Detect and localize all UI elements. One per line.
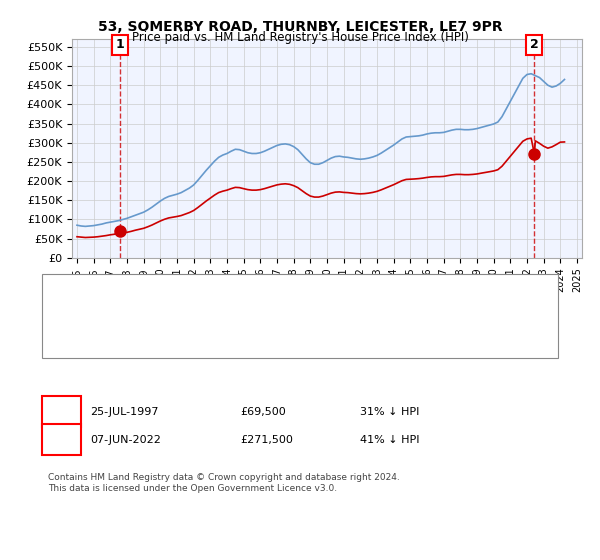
Text: 53, SOMERBY ROAD, THURNBY, LEICESTER, LE7 9PR (detached house): 53, SOMERBY ROAD, THURNBY, LEICESTER, LE… — [90, 289, 455, 299]
Text: 1: 1 — [115, 39, 124, 52]
Text: 25-JUL-1997: 25-JUL-1997 — [90, 407, 158, 417]
Text: 2: 2 — [57, 433, 65, 447]
Text: 31% ↓ HPI: 31% ↓ HPI — [360, 407, 419, 417]
Text: £69,500: £69,500 — [240, 407, 286, 417]
Text: HPI: Average price, detached house, Harborough: HPI: Average price, detached house, Harb… — [90, 337, 345, 347]
Text: £271,500: £271,500 — [240, 435, 293, 445]
Text: 1: 1 — [57, 405, 65, 419]
Text: 2: 2 — [530, 39, 539, 52]
Text: 07-JUN-2022: 07-JUN-2022 — [90, 435, 161, 445]
Text: ——: —— — [60, 287, 88, 301]
Text: 53, SOMERBY ROAD, THURNBY, LEICESTER, LE7 9PR: 53, SOMERBY ROAD, THURNBY, LEICESTER, LE… — [98, 20, 502, 34]
Text: ——: —— — [60, 334, 88, 348]
Text: Contains HM Land Registry data © Crown copyright and database right 2024.
This d: Contains HM Land Registry data © Crown c… — [48, 473, 400, 493]
Text: 41% ↓ HPI: 41% ↓ HPI — [360, 435, 419, 445]
Text: Price paid vs. HM Land Registry's House Price Index (HPI): Price paid vs. HM Land Registry's House … — [131, 31, 469, 44]
